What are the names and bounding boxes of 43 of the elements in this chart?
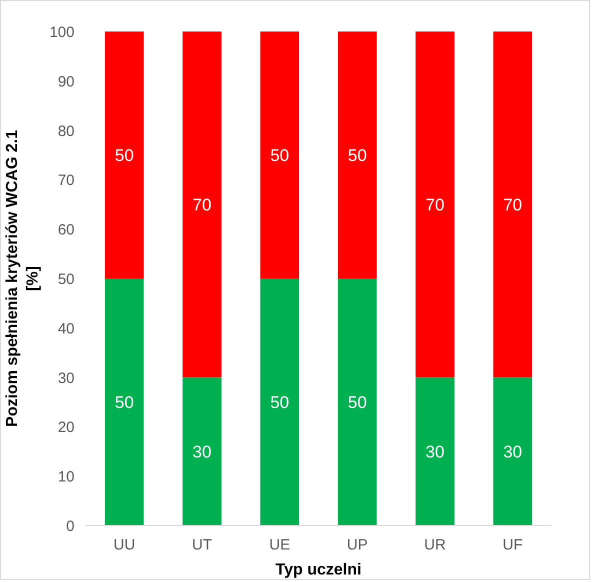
bar [104,278,144,526]
bar [182,32,222,378]
y-axis-title: Poziom spełnienia kryteriów WCAG 2.1 [%] [4,130,42,427]
data-label: 50 [348,146,367,165]
y-tick-label: 10 [58,468,75,486]
y-tick-label: 70 [58,172,75,190]
bar [416,377,454,526]
bar [260,278,300,526]
data-label: 50 [114,393,134,412]
x-tick-label: UP [346,536,368,554]
y-tick-label: 100 [49,24,75,41]
data-label: 70 [503,195,522,214]
bar [493,377,532,526]
y-tick-label: 80 [58,122,75,140]
data-label: 30 [426,442,444,462]
y-tick-label: 50 [58,271,75,288]
bar [338,32,377,278]
data-label: 50 [114,146,134,165]
x-tick-label: UE [269,536,290,554]
data-label: 70 [426,195,444,214]
y-tick-label: 60 [58,222,75,239]
bar [338,278,377,526]
data-label: 50 [270,146,290,165]
bar [260,32,300,278]
data-label: 30 [503,442,522,462]
y-tick-label: 0 [66,518,74,535]
x-tick-label: UF [502,536,523,554]
x-tick-label: UT [192,536,212,554]
data-label: 50 [270,393,290,412]
x-tick-label: UU [114,536,136,554]
x-axis-title: Typ uczelni [276,562,362,578]
data-label: 70 [192,195,212,214]
bar [416,32,454,378]
y-tick-label: 20 [58,419,75,436]
data-label: 30 [192,442,212,462]
bar [182,377,222,526]
y-tick-label: 40 [58,320,75,338]
bar [493,32,532,378]
y-tick-label: 90 [58,73,75,90]
x-tick-label: UR [424,536,446,554]
y-tick-label: 30 [58,370,75,387]
bar [104,32,144,278]
data-label: 50 [348,393,367,412]
